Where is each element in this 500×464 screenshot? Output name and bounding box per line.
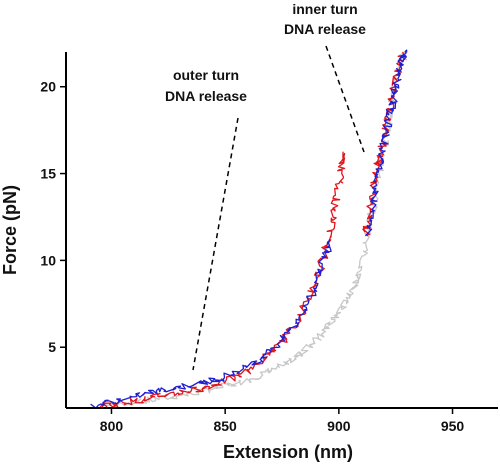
series-line-1 [105,50,409,407]
series-line-5 [365,49,408,237]
y-tick-label: 5 [48,339,56,355]
y-tick-label: 20 [40,79,56,95]
annotation-inner-line-1: inner turn [292,1,357,17]
x-tick-label: 950 [441,418,465,434]
annotation-outer-line-2: DNA release [165,88,247,104]
annotation-outer-leader [192,117,239,371]
annotation-inner-leader [325,45,365,153]
series-line-2 [99,151,346,409]
axes-layer [65,52,498,409]
y-tick-label: 15 [40,166,56,182]
x-tick-label: 900 [327,418,351,434]
x-tick-label: 850 [213,418,237,434]
ticks-layer: 800 850 900 950 5 10 15 20 [40,79,464,434]
x-tick-label: 800 [100,418,124,434]
annotation-outer-line-1: outer turn [173,67,239,83]
x-axis-label: Extension (nm) [223,442,353,462]
series-layer [90,49,409,409]
series-line-3 [90,239,332,409]
y-tick-label: 10 [40,252,56,268]
annotations-layer: outer turn DNA release inner turn DNA re… [165,1,366,371]
annotation-inner-line-2: DNA release [284,21,366,37]
y-axis-label: Force (pN) [0,185,20,275]
series-line-4 [362,51,406,237]
